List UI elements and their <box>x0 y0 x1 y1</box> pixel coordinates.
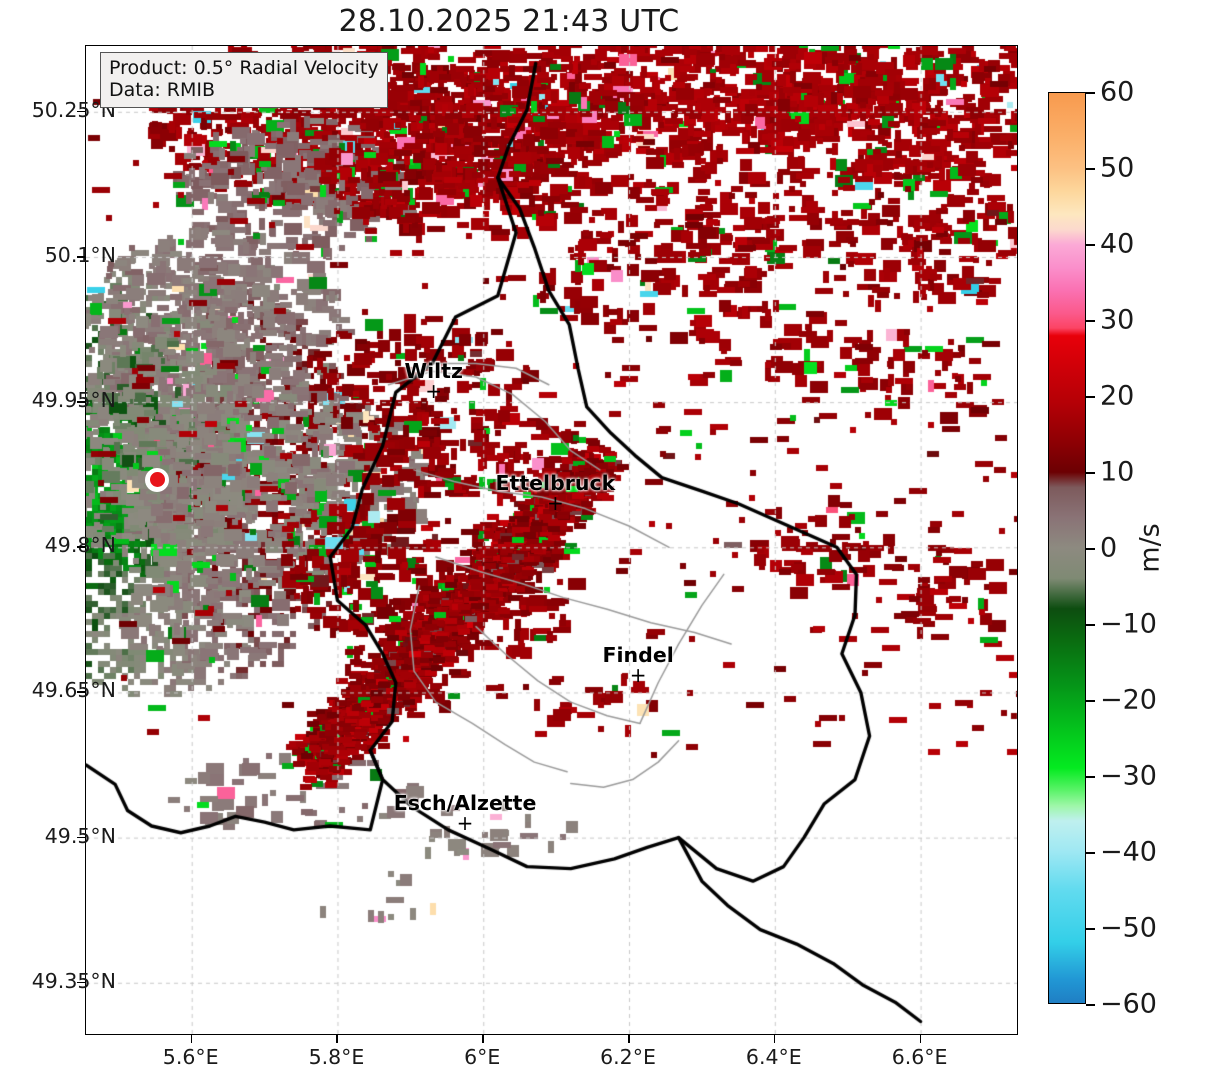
colorbar-tick-label-4: 20 <box>1100 380 1135 412</box>
city-marker-wiltz: + <box>425 378 443 403</box>
colorbar-tick-mark-8 <box>1086 700 1095 702</box>
colorbar-tick-mark-1 <box>1086 168 1095 170</box>
colorbar-tick-mark-10 <box>1086 852 1095 854</box>
x-tick-mark-4 <box>773 1035 776 1043</box>
colorbar-tick-mark-12 <box>1086 1004 1095 1006</box>
colorbar-tick-label-10: −40 <box>1100 836 1157 868</box>
y-tick-mark-2 <box>77 401 85 403</box>
colorbar-tick-label-3: 30 <box>1100 304 1135 336</box>
y-tick-mark-4 <box>77 691 85 694</box>
city-label-wiltz: Wiltz <box>404 358 463 383</box>
info-product-line: Product: 0.5° Radial Velocity <box>109 57 379 79</box>
y-tick-label-2: 49.95°N <box>31 388 116 413</box>
colorbar-tick-mark-11 <box>1086 928 1095 930</box>
colorbar-units-label: m/s <box>1134 523 1166 573</box>
city-label-findel: Findel <box>602 643 674 668</box>
colorbar-tick-mark-2 <box>1086 244 1095 246</box>
colorbar <box>1048 92 1086 1004</box>
x-tick-label-1: 5.8°E <box>308 1045 365 1069</box>
city-label-esch-alzette: Esch/Alzette <box>393 791 537 816</box>
city-marker-findel: + <box>629 663 647 688</box>
colorbar-tick-mark-4 <box>1086 396 1095 398</box>
colorbar-tick-label-12: −60 <box>1100 988 1157 1020</box>
city-marker-ettelbruck: + <box>547 490 564 515</box>
colorbar-tick-mark-9 <box>1086 776 1095 778</box>
y-tick-label-4: 49.65°N <box>31 678 116 703</box>
x-tick-mark-2 <box>482 1035 484 1043</box>
y-tick-mark-3 <box>77 546 85 548</box>
x-tick-label-0: 5.6°E <box>162 1045 219 1069</box>
colorbar-tick-label-11: −50 <box>1100 912 1157 944</box>
y-tick-mark-5 <box>77 836 85 839</box>
colorbar-gradient <box>1049 93 1085 1003</box>
radar-map-plot[interactable]: Product: 0.5° Radial Velocity Data: RMIB… <box>85 45 1018 1035</box>
colorbar-tick-mark-7 <box>1086 624 1095 626</box>
colorbar-tick-label-0: 60 <box>1100 76 1135 108</box>
city-label-ettelbruck: Ettelbruck <box>495 470 616 495</box>
x-tick-mark-1 <box>336 1035 339 1043</box>
product-info-box: Product: 0.5° Radial Velocity Data: RMIB <box>100 52 388 108</box>
x-tick-mark-0 <box>190 1035 193 1043</box>
x-tick-label-3: 6.2°E <box>600 1045 656 1069</box>
y-tick-label-5: 49.5°N <box>44 823 116 848</box>
colorbar-tick-mark-3 <box>1086 320 1095 322</box>
y-tick-label-1: 50.1°N <box>44 242 116 267</box>
colorbar-tick-mark-0 <box>1086 92 1095 94</box>
radar-site-marker <box>145 467 170 492</box>
x-tick-label-5: 6.6°E <box>891 1045 948 1069</box>
colorbar-tick-label-8: −20 <box>1100 684 1157 716</box>
colorbar-tick-label-1: 50 <box>1100 152 1135 184</box>
x-tick-mark-5 <box>919 1035 922 1043</box>
y-tick-mark-1 <box>77 255 85 258</box>
colorbar-tick-mark-5 <box>1086 472 1095 474</box>
colorbar-tick-mark-6 <box>1086 548 1095 550</box>
colorbar-tick-label-5: 10 <box>1100 456 1135 488</box>
x-tick-label-2: 6°E <box>464 1045 501 1069</box>
colorbar-tick-label-7: −10 <box>1100 608 1157 640</box>
city-marker-esch-alzette: + <box>456 811 474 836</box>
colorbar-tick-label-6: 0 <box>1100 532 1118 564</box>
x-tick-label-4: 6.4°E <box>745 1045 802 1069</box>
y-tick-label-3: 49.8°N <box>44 533 116 558</box>
page-title: 28.10.2025 21:43 UTC <box>338 4 680 39</box>
x-tick-mark-3 <box>628 1035 630 1043</box>
colorbar-tick-label-9: −30 <box>1100 760 1157 792</box>
country-border-layer <box>86 46 1017 1034</box>
y-tick-mark-6 <box>77 981 85 984</box>
colorbar-tick-label-2: 40 <box>1100 228 1135 260</box>
info-data-line: Data: RMIB <box>109 79 216 102</box>
y-tick-mark-0 <box>77 110 85 113</box>
y-tick-label-6: 49.35°N <box>31 968 116 993</box>
